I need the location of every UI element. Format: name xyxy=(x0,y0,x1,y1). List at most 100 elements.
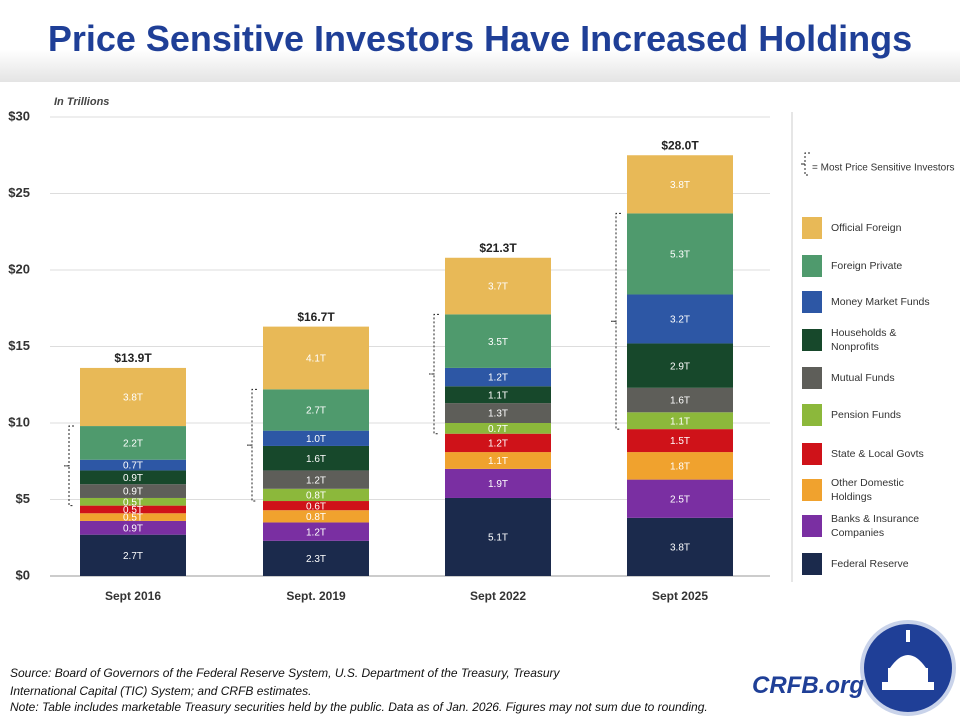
subtitle: In Trillions xyxy=(54,96,109,108)
value-label: 0.7T xyxy=(488,424,508,435)
x-tick-label: Sept. 2019 xyxy=(286,589,346,603)
y-tick-label: $15 xyxy=(8,338,30,353)
bar-segment xyxy=(263,540,369,576)
bar-segment xyxy=(445,468,551,498)
note: Note: Table includes marketable Treasury… xyxy=(10,700,708,714)
value-label: 1.9T xyxy=(488,479,508,490)
legend-label: Pension Funds xyxy=(831,409,902,421)
legend-label: Federal Reserve xyxy=(831,558,909,570)
legend-swatch xyxy=(802,367,822,389)
value-label: 1.2T xyxy=(488,439,508,450)
total-label: $16.7T xyxy=(297,310,335,324)
bracket xyxy=(64,425,74,507)
bar-segment xyxy=(627,479,733,518)
bar-segment xyxy=(627,429,733,453)
bar-segment xyxy=(80,505,186,514)
logo-capitol xyxy=(882,630,934,690)
x-tick-label: Sept 2016 xyxy=(105,589,161,603)
value-label: 0.6T xyxy=(306,501,326,512)
legend-label: Foreign Private xyxy=(831,260,903,272)
value-label: 3.8T xyxy=(123,393,143,404)
bar-segment xyxy=(263,488,369,502)
y-tick-label: $0 xyxy=(16,567,30,582)
value-label: 2.7T xyxy=(123,551,143,562)
bar-segment xyxy=(445,314,551,368)
value-label: 3.7T xyxy=(488,282,508,293)
value-label: 0.9T xyxy=(123,473,143,484)
y-tick-label: $20 xyxy=(8,261,30,276)
bracket xyxy=(611,212,621,430)
bar-segment xyxy=(445,403,551,423)
value-label: 3.8T xyxy=(670,543,690,554)
value-label: 2.5T xyxy=(670,494,690,505)
value-label: 2.3T xyxy=(306,554,326,565)
value-label: 1.1T xyxy=(670,416,690,427)
legend-label: Other Domestic Holdings xyxy=(831,477,904,503)
x-tick-label: Sept 2025 xyxy=(652,589,708,603)
value-label: 2.7T xyxy=(306,406,326,417)
value-label: 5.3T xyxy=(670,250,690,261)
legend-swatch xyxy=(802,217,822,239)
value-label: 1.8T xyxy=(670,461,690,472)
bar-segment xyxy=(80,534,186,576)
value-label: 3.8T xyxy=(670,180,690,191)
chart-title: Price Sensitive Investors Have Increased… xyxy=(0,0,960,82)
value-label: 2.2T xyxy=(123,439,143,450)
legend-label: Banks & Insurance Companies xyxy=(831,513,920,539)
legend-swatch xyxy=(802,553,822,575)
legend-bracket xyxy=(801,152,810,176)
total-label: $21.3T xyxy=(479,241,517,255)
legend-label: State & Local Govts xyxy=(831,448,924,460)
bar-segment xyxy=(445,367,551,387)
legend-swatch xyxy=(802,291,822,313)
value-label: 5.1T xyxy=(488,533,508,544)
value-label: 2.9T xyxy=(670,361,690,372)
value-label: 1.3T xyxy=(488,409,508,420)
bar-segment xyxy=(445,452,551,469)
value-label: 0.5T xyxy=(123,513,143,524)
value-label: 0.7T xyxy=(123,461,143,472)
brand: CRFB.org xyxy=(752,672,864,699)
value-label: 1.2T xyxy=(306,527,326,538)
value-label: 3.2T xyxy=(670,315,690,326)
bar-segment xyxy=(80,484,186,498)
legend-swatch xyxy=(802,404,822,426)
total-label: $13.9T xyxy=(114,351,152,365)
source: Source: Board of Governors of the Federa… xyxy=(10,666,560,698)
value-label: 3.5T xyxy=(488,337,508,348)
bar-segment xyxy=(445,497,551,576)
bar-segment xyxy=(627,517,733,576)
bar-segment xyxy=(80,520,186,535)
value-label: 1.2T xyxy=(488,373,508,384)
bar-segment xyxy=(80,367,186,427)
bar-segment xyxy=(263,470,369,489)
bar-segment xyxy=(445,433,551,453)
y-tick-label: $25 xyxy=(8,185,30,200)
value-label: 1.6T xyxy=(306,454,326,465)
legend-swatch xyxy=(802,479,822,501)
bar-segment xyxy=(263,510,369,523)
value-label: 0.5T xyxy=(123,505,143,516)
bracket xyxy=(247,388,257,502)
bar-segment xyxy=(263,430,369,446)
bar-segment xyxy=(445,257,551,315)
total-label: $28.0T xyxy=(661,138,699,152)
bar-segment xyxy=(80,513,186,521)
value-label: 0.9T xyxy=(123,487,143,498)
bracket-note: = Most Price Sensitive Investors xyxy=(812,163,955,174)
bar-segment xyxy=(627,452,733,480)
legend-label: Official Foreign xyxy=(831,222,902,234)
bar-segment xyxy=(263,445,369,471)
value-label: 0.8T xyxy=(306,512,326,523)
bar-segment xyxy=(80,459,186,471)
value-label: 1.1T xyxy=(488,390,508,401)
value-label: 0.9T xyxy=(123,523,143,534)
value-label: 1.0T xyxy=(306,434,326,445)
value-label: 0.8T xyxy=(306,491,326,502)
value-label: 1.1T xyxy=(488,456,508,467)
y-tick-label: $5 xyxy=(16,491,30,506)
bar-segment xyxy=(627,412,733,430)
legend-label: Households & Nonprofits xyxy=(831,327,897,353)
x-tick-label: Sept 2022 xyxy=(470,589,526,603)
value-label: 0.5T xyxy=(123,497,143,508)
